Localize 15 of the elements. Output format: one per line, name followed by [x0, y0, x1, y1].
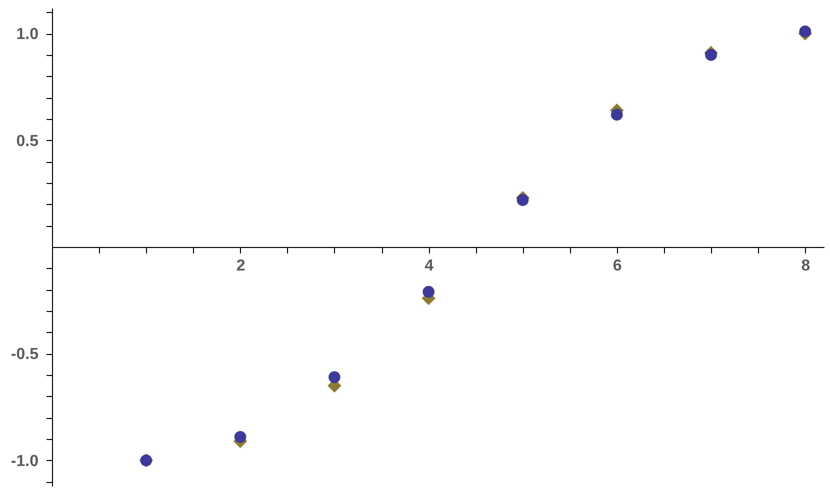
point — [328, 371, 340, 384]
x-tick-label: 4 — [424, 258, 434, 274]
x-tick-label: 8 — [801, 258, 810, 274]
y-tick-label: 1.0 — [16, 26, 39, 44]
point — [610, 108, 623, 121]
point — [705, 49, 717, 61]
point — [799, 26, 812, 38]
x-tick-label: 2 — [236, 258, 246, 274]
y-tick-label: 0.5 — [16, 132, 39, 150]
x-tick-label: 6 — [612, 258, 622, 274]
point — [516, 194, 529, 206]
y-tick-label: -1.0 — [10, 452, 39, 470]
point — [234, 431, 246, 443]
y-tick-label: -0.5 — [10, 346, 39, 364]
point — [422, 286, 434, 298]
